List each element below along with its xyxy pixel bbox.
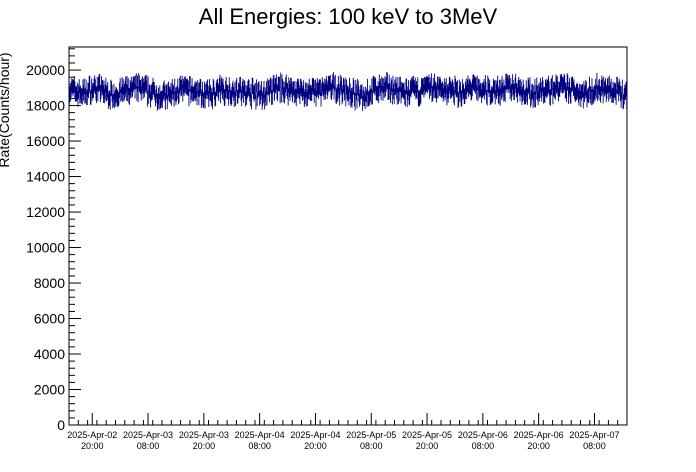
x-tick-label-time: 20:00: [304, 441, 327, 451]
y-tick-label: 0: [57, 417, 65, 433]
data-series-line: [68, 85, 628, 98]
x-tick-label-time: 20:00: [416, 441, 439, 451]
x-tick-label-date: 2025-Apr-03: [123, 430, 173, 440]
y-axis-label: Rate(Counts/hour): [0, 52, 12, 167]
x-tick-label-time: 08:00: [360, 441, 383, 451]
x-tick-label-time: 08:00: [248, 441, 271, 451]
y-tick-label: 4000: [34, 346, 65, 362]
x-tick-label-date: 2025-Apr-05: [346, 430, 396, 440]
y-axis: 0 2000 4000 6000 8000 10000 12000 14000 16000 180…: [26, 48, 81, 433]
x-tick-label-date: 2025-Apr-06: [514, 430, 564, 440]
x-tick-label-date: 2025-Apr-02: [67, 430, 117, 440]
x-tick-label-date: 2025-Apr-07: [569, 430, 619, 440]
series-layer: [68, 72, 628, 111]
x-tick-label-date: 2025-Apr-06: [458, 430, 508, 440]
y-tick-label: 18000: [26, 98, 65, 114]
y-tick-label: 16000: [26, 133, 65, 149]
x-tick-label-date: 2025-Apr-03: [179, 430, 229, 440]
data-series-error-bars: [68, 72, 628, 111]
plot-frame: [68, 46, 628, 426]
y-tick-label: 14000: [26, 169, 65, 185]
x-axis: 2025-Apr-0220:002025-Apr-0308:002025-Apr…: [67, 413, 628, 451]
x-tick-label-time: 20:00: [193, 441, 216, 451]
x-tick-label-time: 20:00: [81, 441, 104, 451]
chart-title: All Energies: 100 keV to 3MeV: [199, 4, 498, 29]
x-tick-label-date: 2025-Apr-04: [290, 430, 340, 440]
y-tick-label: 8000: [34, 275, 65, 291]
x-tick-label-time: 08:00: [583, 441, 606, 451]
x-tick-label-time: 08:00: [472, 441, 495, 451]
x-tick-label-time: 08:00: [137, 441, 160, 451]
x-tick-label-date: 2025-Apr-05: [402, 430, 452, 440]
x-tick-label-date: 2025-Apr-04: [235, 430, 285, 440]
y-tick-label: 12000: [26, 204, 65, 220]
y-tick-label: 20000: [26, 62, 65, 78]
x-tick-label-time: 20:00: [527, 441, 550, 451]
y-tick-label: 6000: [34, 311, 65, 327]
y-tick-label: 2000: [34, 382, 65, 398]
y-tick-label: 10000: [26, 240, 65, 256]
